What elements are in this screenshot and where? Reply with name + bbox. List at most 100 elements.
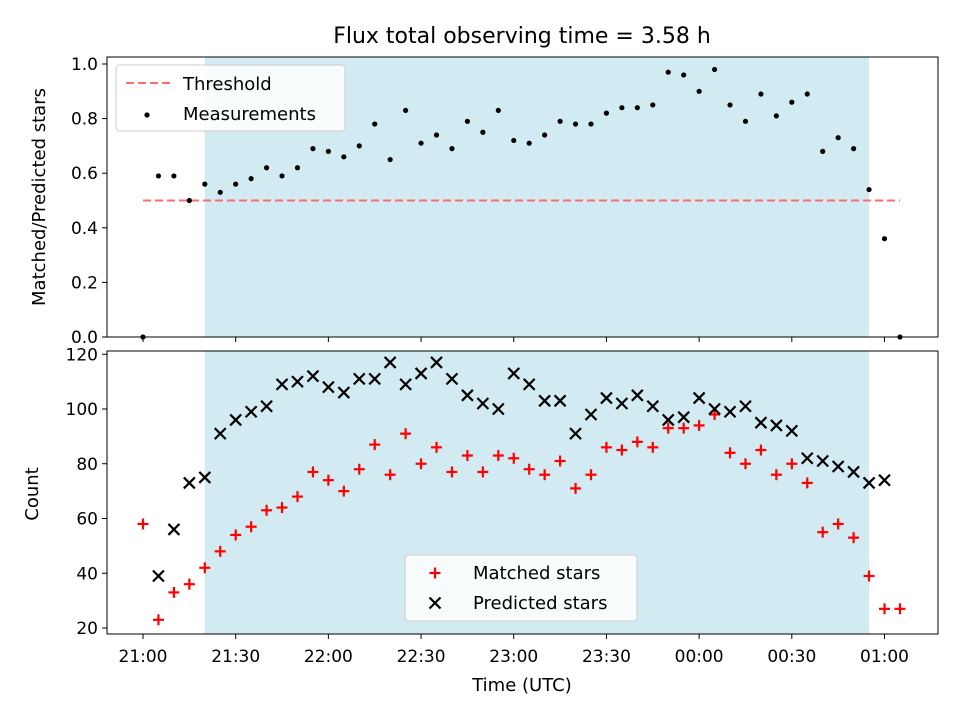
measurement-point [495,107,501,114]
measurement-point [881,236,888,242]
x-tick-label: 23:00 [489,647,538,667]
measurements-legend-swatch [144,112,150,118]
matched-star-point [894,603,906,615]
marker-stroke [414,367,428,380]
chart-title: Flux total observing time = 3.58 h [333,24,711,49]
predicted-star-point [770,419,783,432]
matched-star-point [477,466,489,478]
predicted-star-point [584,408,598,421]
matched-star-point [678,422,690,434]
matched-star-point [384,469,396,481]
ratio-legend-box [115,64,346,132]
predicted-star-point [352,372,366,386]
measurement-point [372,121,378,127]
marker-stroke [383,356,397,369]
predicted-star-point [723,405,737,419]
measurement-point [387,156,393,163]
predicted-star-point [538,394,551,408]
matched-star-point [492,450,504,462]
matched-star-point [322,474,334,486]
ratio-y-tick-label: 1.0 [71,55,98,75]
measurement-point [279,173,285,179]
measurement-point [634,105,640,111]
measurement-point [681,72,687,78]
marker-stroke [739,399,752,413]
predicted-star-point [677,410,690,424]
marker-stroke [291,375,304,388]
predicted-star-point [322,380,335,394]
measurement-point [727,102,733,108]
matched-star-point [755,444,767,456]
matched-star-point [848,532,860,544]
predicted-star-point [816,454,829,468]
ratio-y-tick-label: 0.2 [71,273,98,293]
marker-stroke [492,402,505,416]
measurement-point [866,186,872,193]
measurement-point [325,148,331,154]
marker-stroke [430,356,443,369]
measurement-point [480,129,486,135]
predicted-star-point [383,356,397,369]
marker-stroke [615,397,629,410]
predicted-star-point [862,476,876,490]
count-legend: Matched stars Predicted stars [404,554,638,622]
measurement-point [851,146,857,152]
matched-star-point [415,458,427,470]
matched-star-point [879,603,890,615]
measurement-point [526,140,532,146]
x-tick-label: 21:00 [119,647,168,667]
matched-star-point [600,441,612,453]
marker-stroke [244,405,258,419]
predicted-legend-label: Predicted stars [473,593,607,614]
matched-star-point [307,466,319,478]
matched-star-point [863,570,875,582]
x-tick-label: 23:30 [582,647,631,667]
marker-stroke [198,471,212,484]
measurement-point [449,146,455,152]
threshold-legend-label: Threshold [182,74,272,95]
ratio-legend: Threshold Measurements [115,64,346,132]
marker-stroke [445,372,459,386]
predicted-star-point [183,476,196,490]
predicted-star-point [631,389,644,402]
matched-star-point [338,485,350,497]
matched-star-point [801,477,813,489]
predicted-legend-swatch [428,596,442,610]
marker-stroke [723,405,737,419]
measurement-point [341,154,347,160]
matched-star-point [508,452,520,464]
measurement-point [557,118,563,124]
predicted-star-point [198,471,212,484]
ratio-y-tick-label: 0.4 [71,219,98,239]
count-y-tick-label: 20 [76,619,98,639]
matched-star-point [554,455,566,467]
marker-stroke [661,413,675,427]
count-y-tick-label: 120 [66,345,98,365]
count-y-tick-label: 80 [76,455,98,475]
matched-star-point [817,526,829,538]
matched-legend-label: Matched stars [473,563,600,584]
matched-star-point [786,458,798,470]
marker-stroke [816,454,829,468]
predicted-star-point [213,427,227,440]
measurement-point [248,176,254,182]
marker-stroke [847,465,860,479]
count-y-tick-label: 40 [76,564,98,584]
ratio-y-axis-label: Matched/Predicted stars [29,88,50,306]
count-plot-frame [106,350,939,635]
marker-stroke [754,416,768,429]
predicted-star-point [739,399,752,413]
predicted-star-point [692,391,706,405]
predicted-star-point [600,391,613,405]
measurement-point [171,173,177,179]
ratio-plot-frame [106,56,939,338]
marker-stroke [770,419,783,432]
predicted-star-point [708,402,721,416]
matched-star-point [662,422,674,434]
measurement-point [773,113,779,119]
matched-star-point [137,518,149,530]
measurement-point [711,66,718,73]
measurement-point [511,137,517,144]
matched-star-point [199,562,211,574]
